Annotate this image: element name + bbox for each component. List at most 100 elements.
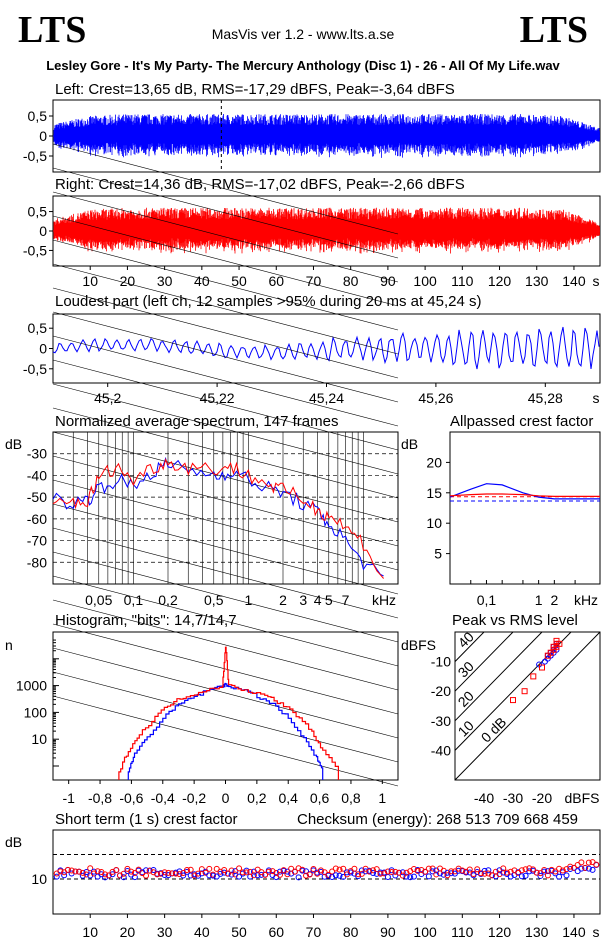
- spectrum-gridlines: [52, 143, 399, 787]
- x-tick-label: 1: [535, 592, 543, 608]
- crest-point-left: [90, 868, 97, 875]
- version-label: MasVis ver 1.2 - www.lts.a.se: [211, 26, 395, 42]
- spectrum-left: [52, 456, 384, 577]
- crest-point-right: [582, 864, 589, 871]
- y-tick-label: -40: [431, 742, 451, 758]
- slope-gridline: [52, 239, 399, 331]
- x-tick-label: 0: [222, 790, 230, 806]
- crest-point-left: [61, 872, 68, 879]
- crest-point-right: [392, 868, 399, 875]
- slope-gridline: [52, 695, 399, 787]
- peak-vs-rms-frame: [454, 631, 601, 781]
- y-tick-label: -40: [27, 467, 47, 483]
- x-unit-label: s: [593, 390, 600, 406]
- x-tick-label: -0,2: [182, 790, 206, 806]
- slope-gridline: [52, 263, 399, 355]
- crest-point-left: [451, 870, 458, 877]
- crest-point-left: [589, 866, 596, 873]
- x-tick-label: 0,6: [310, 790, 330, 806]
- x-tick-label: 45,28: [528, 390, 563, 406]
- crest-point-right: [570, 864, 577, 871]
- x-tick-label: 100: [413, 273, 437, 289]
- x-tick-label: -20: [532, 790, 552, 806]
- crest-point-left: [303, 868, 310, 875]
- y-tick-label: 20: [426, 454, 442, 470]
- short-term-frame: [52, 829, 601, 915]
- crest-point-right: [503, 869, 510, 876]
- crest-point-right: [87, 865, 94, 872]
- crest-point-left: [425, 873, 432, 880]
- x-tick-label: 10: [82, 924, 98, 940]
- crest-point-left: [336, 872, 343, 879]
- diagonal-label: 0 dB: [478, 714, 510, 746]
- crest-point-right: [236, 865, 243, 872]
- crest-point-left: [124, 868, 131, 875]
- crest-point-left: [559, 869, 566, 876]
- x-tick-label: 7: [342, 592, 350, 608]
- x-tick-label: 130: [525, 924, 549, 940]
- crest-point-right: [355, 871, 362, 878]
- x-tick-label: 140: [562, 273, 586, 289]
- crest-point-right: [284, 871, 291, 878]
- x-tick-label: -0,8: [88, 790, 112, 806]
- crest-point-left: [243, 867, 250, 874]
- x-tick-label: 5: [325, 592, 333, 608]
- crest-point-right: [530, 866, 537, 873]
- slope-gridline: [52, 671, 399, 763]
- crest-point-right: [262, 871, 269, 878]
- y-tick-label: -0,5: [23, 361, 47, 377]
- crest-point-right: [113, 866, 120, 873]
- x-tick-label: -0,6: [119, 790, 143, 806]
- loudest-part-title: Loudest part (left ch, 12 samples >95% d…: [55, 293, 482, 310]
- crest-point-left: [585, 865, 592, 872]
- peak-vs-rms-title: Peak vs RMS level: [452, 612, 578, 629]
- slope-gridline: [52, 623, 399, 715]
- crest-point-right: [265, 868, 272, 875]
- x-tick-label: -1: [62, 790, 75, 806]
- y-axis-label: dBFS: [401, 637, 436, 653]
- y-tick-label: 10: [426, 515, 442, 531]
- slope-gridline: [52, 311, 399, 403]
- crest-point-left: [53, 873, 60, 880]
- crest-point-left: [370, 869, 377, 876]
- crest-point-right: [370, 867, 377, 874]
- x-unit-label: s: [593, 273, 600, 289]
- pvr-point-right: [530, 673, 537, 680]
- allpass-title: Allpassed crest factor: [450, 413, 594, 430]
- x-tick-label: 120: [488, 924, 512, 940]
- x-tick-label: 45,26: [418, 390, 453, 406]
- x-tick-label: 20: [120, 273, 136, 289]
- x-tick-label: 110: [451, 924, 474, 940]
- crest-point-left: [150, 866, 157, 873]
- crest-diagonal: [455, 632, 485, 662]
- crest-point-right: [120, 870, 127, 877]
- crest-point-right: [474, 866, 481, 873]
- crest-point-right: [165, 869, 172, 876]
- x-tick-label: 3: [299, 592, 307, 608]
- crest-point-left: [399, 869, 406, 876]
- crest-point-left: [410, 873, 417, 880]
- crest-diagonal: [455, 632, 514, 692]
- crest-point-right: [280, 867, 287, 874]
- y-axis-label: dB: [401, 436, 418, 452]
- x-tick-label: 30: [157, 924, 173, 940]
- crest-point-right: [146, 867, 153, 874]
- crest-point-left: [518, 873, 525, 880]
- crest-point-right: [425, 865, 432, 872]
- crest-point-left: [466, 869, 473, 876]
- x-axis-label: dBFS: [564, 790, 599, 806]
- x-tick-label: 40: [194, 924, 210, 940]
- pvr-point-right: [539, 664, 545, 671]
- y-axis-label: n: [5, 637, 13, 653]
- loudest-frame: [52, 313, 601, 384]
- pvr-point-right: [510, 697, 516, 704]
- crest-point-right: [303, 872, 310, 879]
- crest-point-left: [217, 870, 224, 877]
- crest-point-left: [500, 869, 507, 876]
- crest-point-left: [556, 873, 563, 880]
- y-tick-label: -30: [27, 446, 47, 462]
- slope-gridline: [52, 287, 399, 379]
- histogram-right: [118, 646, 339, 780]
- crest-point-right: [548, 866, 555, 873]
- pvr-point-right: [521, 688, 528, 695]
